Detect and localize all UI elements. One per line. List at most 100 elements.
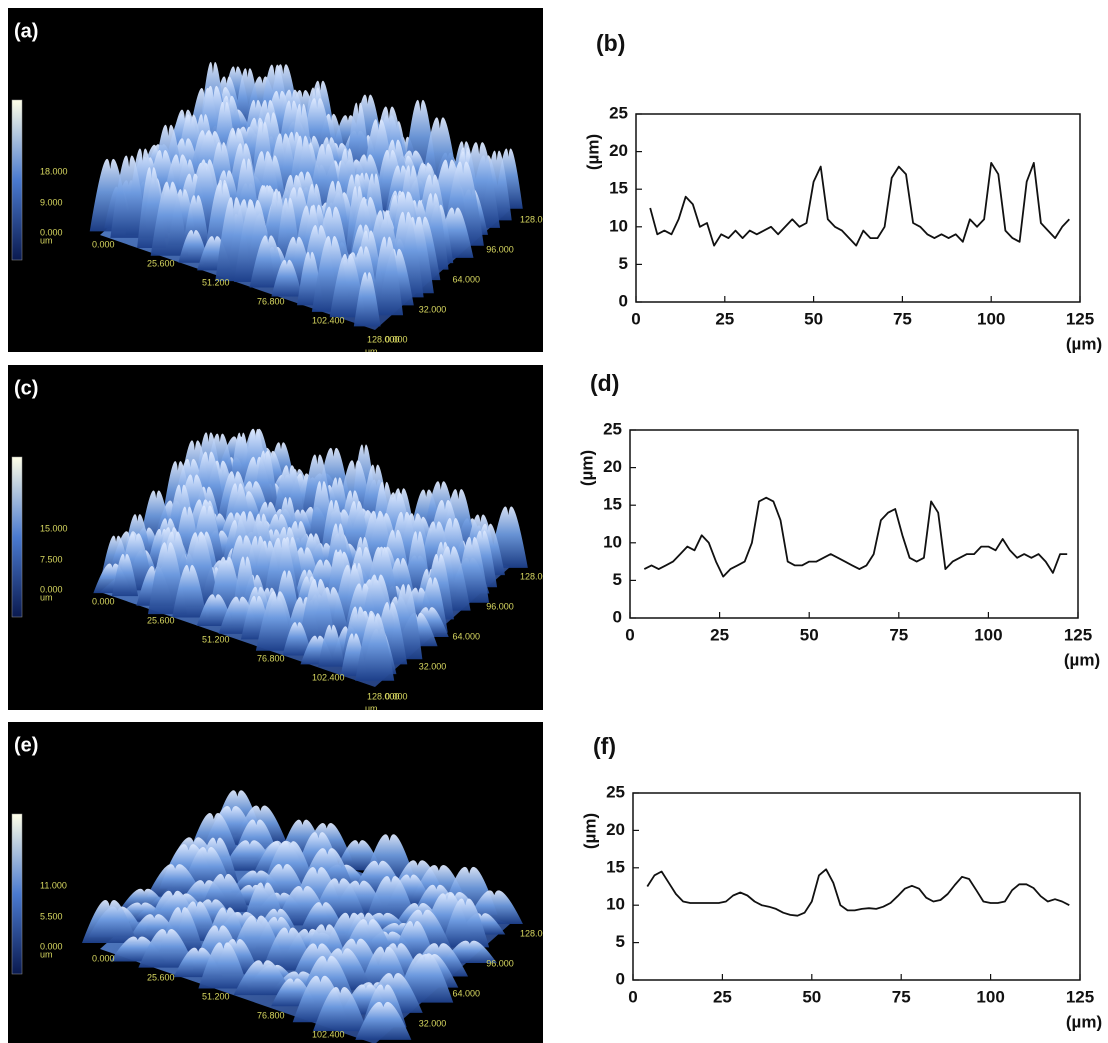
colorbar-label: 0.000: [40, 584, 63, 594]
x-tick-label: 25: [713, 987, 732, 1006]
plot-frame: [629, 429, 1079, 619]
y-tick-label: 25: [603, 419, 622, 438]
plot-frame: [635, 113, 1081, 303]
panel-label: (e): [14, 734, 38, 756]
surface-peak: [441, 898, 490, 948]
plot-frame: [632, 792, 1081, 981]
surface-peak: [312, 987, 368, 1032]
colorbar-label: 18.000: [40, 166, 68, 176]
surface-peak: [172, 564, 207, 618]
y-axis-title: (µm): [580, 813, 599, 849]
y-axis-title: (µm): [577, 450, 596, 486]
x-tick-label: 50: [802, 987, 821, 1006]
surface-peak: [150, 181, 189, 256]
colorbar-label: 9.000: [40, 197, 63, 207]
x-axis-label: 102.400: [312, 672, 345, 682]
colorbar: [11, 456, 23, 618]
x-tick-label: 25: [715, 309, 734, 328]
surface-peak: [355, 613, 395, 681]
panel-label: (c): [14, 377, 38, 399]
x-axis-label: 76.800: [257, 296, 285, 306]
x-axis-label: 76.800: [257, 1010, 285, 1020]
y-tick-label: 15: [603, 495, 622, 514]
y-axis-label: 0.000: [385, 691, 408, 701]
surface-peak: [110, 155, 148, 238]
surface-peak: [178, 230, 209, 263]
surface-peak: [81, 900, 138, 943]
y-tick-label: 0: [616, 969, 625, 988]
y-axis-label: 32.000: [419, 1018, 447, 1028]
x-axis-label: um: [365, 346, 378, 356]
y-tick-label: 20: [606, 820, 625, 839]
x-axis-label: 25.600: [147, 258, 175, 268]
y-tick-label: 10: [603, 532, 622, 551]
x-tick-label: 100: [974, 625, 1002, 644]
x-tick-label: 50: [804, 309, 823, 328]
profile-line: [646, 868, 1070, 917]
x-axis-label: 25.600: [147, 972, 175, 982]
y-axis-label: 64.000: [453, 988, 481, 998]
x-axis-label: 128.000: [367, 334, 400, 344]
y-tick-label: 20: [609, 141, 628, 160]
x-tick-label: 125: [1066, 987, 1094, 1006]
y-tick-label: 25: [606, 782, 625, 801]
x-axis-label: 51.200: [202, 634, 230, 644]
surface-peak: [199, 873, 250, 912]
profile-line: [643, 496, 1068, 578]
y-axis-title: (µm): [583, 134, 602, 170]
surface-peak: [111, 553, 139, 597]
y-axis-label: 96.000: [486, 244, 514, 254]
x-tick-label: 50: [800, 625, 819, 644]
x-axis-title: (µm): [1066, 334, 1102, 353]
y-tick-label: 20: [603, 457, 622, 476]
x-axis-label: 102.400: [312, 315, 345, 325]
x-tick-label: 100: [977, 309, 1005, 328]
surface-peak: [138, 928, 196, 968]
panel-label: (a): [14, 20, 38, 42]
y-axis-label: 128.000: [520, 571, 553, 581]
colorbar-label: 0.000: [40, 941, 63, 951]
surface-peak: [353, 272, 381, 327]
x-tick-label: 0: [628, 987, 637, 1006]
surface-peak: [299, 902, 346, 934]
x-tick-label: 125: [1066, 309, 1094, 328]
colorbar: [11, 813, 23, 975]
y-axis-label: 64.000: [453, 274, 481, 284]
y-axis-label: 0.000: [385, 334, 408, 344]
y-axis-label: 96.000: [486, 958, 514, 968]
x-axis-title: (µm): [1064, 650, 1100, 669]
surface-peak: [329, 253, 366, 318]
y-tick-label: 0: [613, 607, 622, 626]
x-tick-label: 75: [889, 625, 908, 644]
surface-peak: [271, 259, 303, 297]
x-tick-label: 100: [976, 987, 1004, 1006]
y-tick-label: 15: [606, 857, 625, 876]
colorbar-label: um: [40, 592, 53, 602]
colorbar-label: 15.000: [40, 523, 68, 533]
x-axis-label: 0.000: [92, 953, 115, 963]
y-axis-label: 128.000: [520, 214, 553, 224]
y-axis-label: 32.000: [419, 304, 447, 314]
y-tick-label: 25: [609, 103, 628, 122]
y-tick-label: 5: [613, 570, 622, 589]
surface-peak: [198, 942, 249, 989]
colorbar-label: um: [40, 949, 53, 959]
chart-title: (f): [593, 733, 616, 759]
colorbar-label: 0.000: [40, 227, 63, 237]
x-tick-label: 25: [710, 625, 729, 644]
surface-peak: [146, 864, 204, 897]
y-tick-label: 0: [619, 291, 628, 310]
x-axis-label: 51.200: [202, 991, 230, 1001]
x-axis-title: (µm): [1066, 1012, 1102, 1031]
colorbar-label: um: [40, 235, 53, 245]
y-axis-label: 96.000: [486, 601, 514, 611]
x-axis-label: 0.000: [92, 239, 115, 249]
x-axis-label: 25.600: [147, 615, 175, 625]
x-axis-label: 76.800: [257, 653, 285, 663]
x-axis-label: 102.400: [312, 1029, 345, 1039]
y-tick-label: 5: [619, 254, 628, 273]
x-axis-label: 51.200: [202, 277, 230, 287]
